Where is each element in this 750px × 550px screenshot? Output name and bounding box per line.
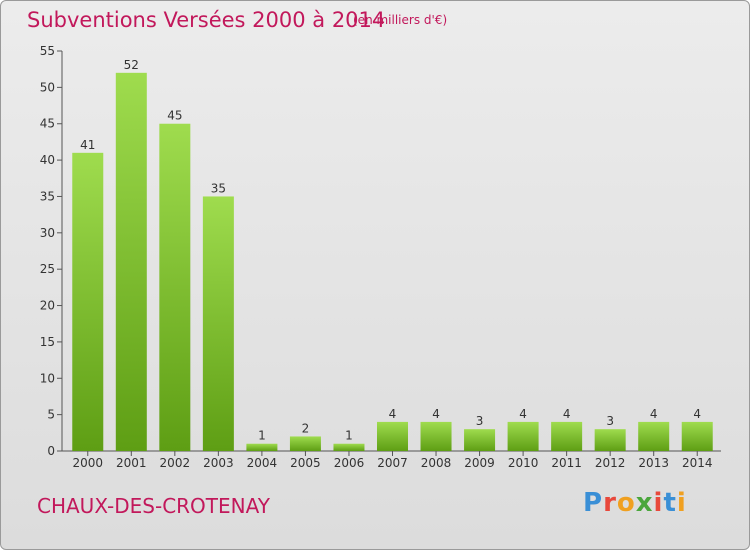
x-tick-label: 2011	[551, 456, 582, 470]
x-tick-label: 2008	[421, 456, 452, 470]
data-label: 45	[167, 109, 182, 123]
bar	[202, 196, 234, 451]
y-tick-label: 50	[40, 80, 55, 94]
y-tick-label: 25	[40, 262, 55, 276]
y-tick-label: 40	[40, 153, 55, 167]
x-tick-label: 2010	[508, 456, 539, 470]
data-label: 1	[258, 429, 266, 443]
logo-letter: i	[676, 488, 687, 518]
y-tick-label: 10	[40, 371, 55, 385]
bar	[551, 421, 583, 451]
logo-letter: x	[635, 488, 654, 518]
x-tick-label: 2003	[203, 456, 234, 470]
logo-letter: o	[616, 488, 636, 518]
proxiti-logo[interactable]: Proxiti	[583, 488, 687, 518]
y-tick-label: 45	[40, 117, 55, 131]
x-tick-label: 2012	[595, 456, 626, 470]
data-label: 52	[124, 58, 139, 72]
data-label: 3	[606, 414, 614, 428]
data-label: 4	[650, 407, 658, 421]
bar	[594, 429, 626, 451]
y-tick-label: 35	[40, 189, 55, 203]
bars	[72, 72, 713, 452]
logo-letter: i	[653, 488, 664, 518]
bar	[115, 72, 147, 452]
data-label: 1	[345, 429, 353, 443]
bar	[638, 421, 670, 451]
commune-name: CHAUX-DES-CROTENAY	[37, 494, 270, 518]
y-tick-label: 20	[40, 299, 55, 313]
data-label: 4	[693, 407, 701, 421]
bar	[420, 421, 452, 451]
chart-unit: (en milliers d'€)	[353, 13, 448, 27]
logo-letter: t	[663, 488, 677, 518]
bar	[246, 443, 278, 451]
bar	[159, 123, 191, 452]
x-tick-label: 2009	[464, 456, 495, 470]
data-label: 35	[211, 181, 226, 195]
y-tick-label: 30	[40, 226, 55, 240]
bar	[464, 429, 496, 451]
bar	[333, 443, 365, 451]
x-tick-label: 2007	[377, 456, 408, 470]
data-label: 2	[302, 421, 310, 435]
x-tick-label: 2013	[638, 456, 669, 470]
x-tick-label: 2006	[334, 456, 365, 470]
data-label: 4	[389, 407, 397, 421]
data-label: 4	[432, 407, 440, 421]
x-tick-label: 2005	[290, 456, 321, 470]
y-tick-label: 55	[40, 44, 55, 58]
x-tick-label: 2000	[72, 456, 103, 470]
bar	[289, 436, 321, 451]
bar	[72, 152, 104, 451]
data-label: 4	[563, 407, 571, 421]
bar	[507, 421, 539, 451]
y-tick-label: 15	[40, 335, 55, 349]
data-label: 41	[80, 138, 95, 152]
x-tick-label: 2014	[682, 456, 713, 470]
logo-letter: P	[583, 488, 604, 518]
y-tick-label: 0	[47, 444, 55, 458]
data-label: 3	[476, 414, 484, 428]
labels: 2000 41 2001 52 2002 45 2003 35 2004 1 2005 2 2006 1 2…	[72, 58, 712, 470]
bar	[377, 421, 408, 451]
x-tick-label: 2001	[116, 456, 147, 470]
y-tick-label: 5	[47, 408, 55, 422]
bar	[681, 421, 713, 451]
x-tick-label: 2002	[160, 456, 191, 470]
data-label: 4	[519, 407, 527, 421]
chart-title: Subventions Versées 2000 à 2014	[27, 8, 386, 32]
x-tick-label: 2004	[247, 456, 278, 470]
axes: 0 5 10 15 20 25 30 35 40 45 50 55	[40, 44, 721, 458]
logo-letter: r	[603, 488, 617, 518]
